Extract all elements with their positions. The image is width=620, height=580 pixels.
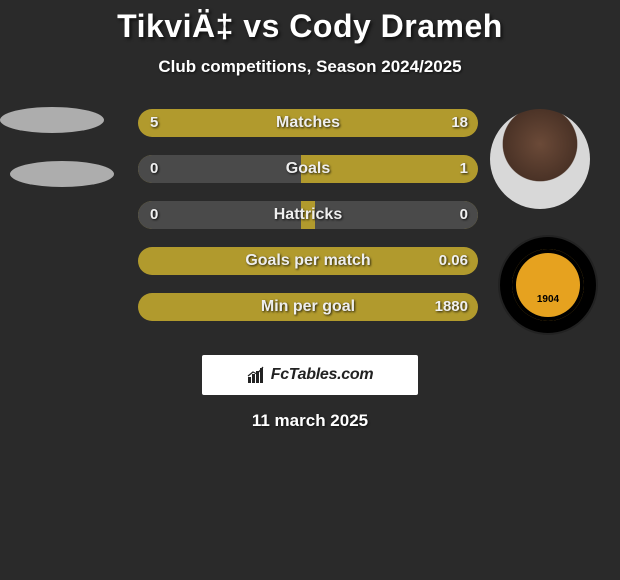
date-label: 11 march 2025	[0, 411, 620, 431]
stat-row: Min per goal 1880	[0, 293, 620, 339]
stat-value-right: 1880	[435, 293, 468, 321]
stat-label: Hattricks	[138, 201, 478, 229]
stat-value-right: 0	[460, 201, 468, 229]
stat-label: Matches	[138, 109, 478, 137]
subtitle: Club competitions, Season 2024/2025	[0, 57, 620, 77]
stat-row: 5 Matches 18	[0, 109, 620, 155]
stat-value-right: 1	[460, 155, 468, 183]
chart-icon	[247, 366, 265, 384]
comparison-bars: 1904 5 Matches 18 0 Goals 1	[0, 109, 620, 339]
stat-row: 0 Hattricks 0	[0, 201, 620, 247]
page-title: TikviÄ‡ vs Cody Drameh	[0, 0, 620, 45]
brand-text: FcTables.com	[271, 366, 374, 384]
stat-label: Min per goal	[138, 293, 478, 321]
stat-value-right: 18	[451, 109, 468, 137]
stat-value-right: 0.06	[439, 247, 468, 275]
stat-row: Goals per match 0.06	[0, 247, 620, 293]
stat-label: Goals per match	[138, 247, 478, 275]
brand-box: FcTables.com	[202, 355, 418, 395]
stat-row: 0 Goals 1	[0, 155, 620, 201]
stat-label: Goals	[138, 155, 478, 183]
